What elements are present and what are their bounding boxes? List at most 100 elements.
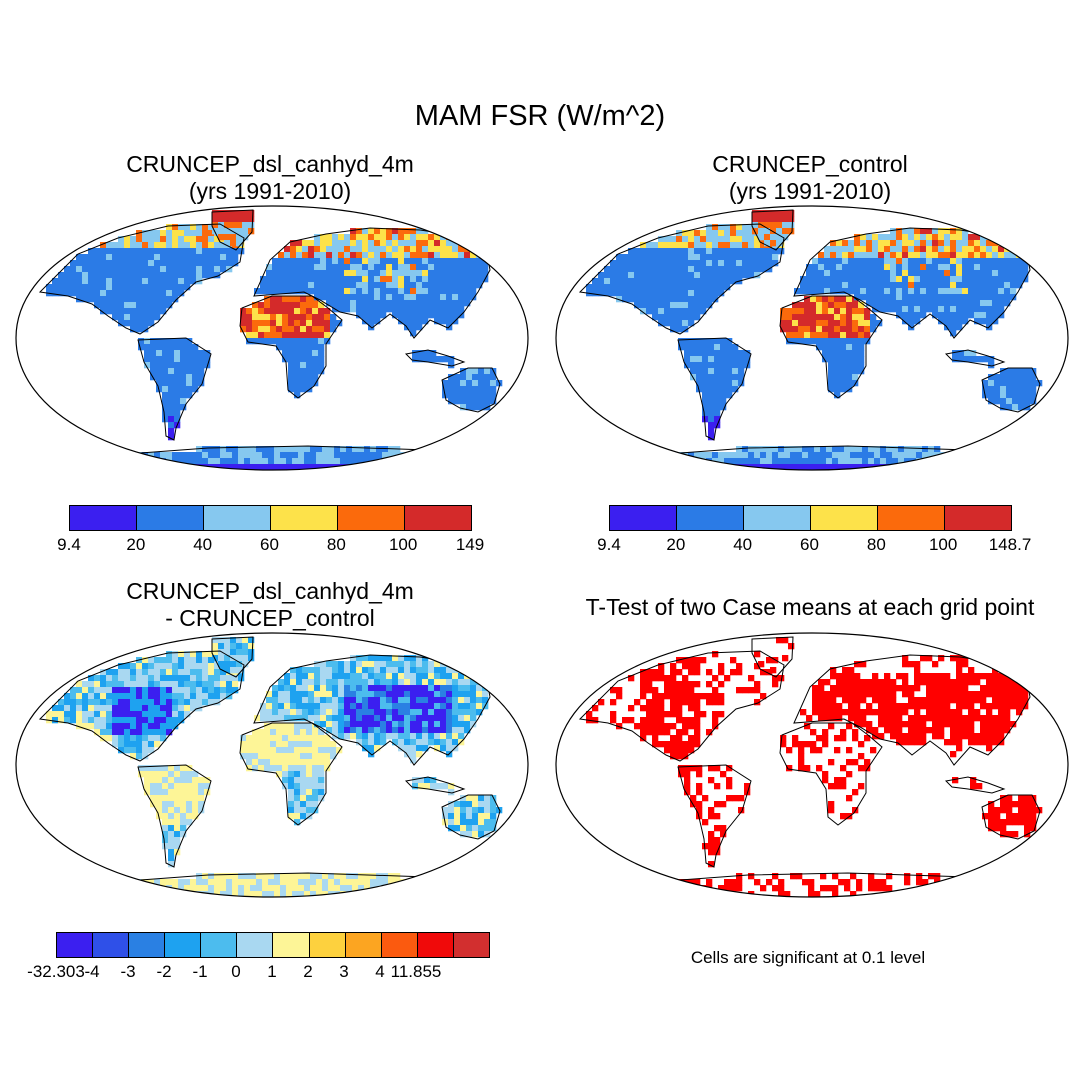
grid-cell [908,282,915,289]
grid-cell [1010,258,1017,265]
grid-cell [862,458,869,465]
grid-cell [160,296,167,303]
grid-cell [878,270,885,277]
grid-cell [944,318,951,325]
grid-cell [118,741,125,748]
grid-cell [1004,258,1011,265]
grid-cell [106,290,113,297]
grid-cell [392,721,399,728]
grid-cell [448,885,455,892]
grid-cell [448,452,455,459]
grid-cell [884,691,891,698]
grid-cell [296,673,303,680]
grid-cell [858,368,865,375]
grid-cell [458,709,465,716]
grid-cell [118,711,125,718]
grid-cell [822,771,829,778]
grid-cell [276,771,283,778]
grid-cell [718,452,725,459]
grid-cell [162,783,169,790]
grid-cell [368,661,375,668]
grid-cell [208,272,215,279]
grid-cell [730,224,737,231]
grid-cell [300,783,307,790]
grid-cell [392,246,399,253]
grid-cell [424,783,431,790]
grid-cell [380,312,387,319]
grid-cell [374,745,381,752]
grid-cell [112,699,119,706]
grid-cell [416,306,423,313]
grid-cell [892,452,899,459]
grid-cell [314,276,321,283]
grid-cell [306,338,313,345]
grid-cell [196,266,203,273]
grid-cell [980,697,987,704]
colorbar-swatch-1 [93,933,130,957]
grid-cell [770,216,777,223]
grid-cell [76,260,83,267]
grid-cell [400,458,407,465]
grid-cell [410,751,417,758]
grid-cell [688,669,695,676]
grid-cell [334,446,341,453]
grid-cell [986,252,993,259]
grid-cell [470,258,477,265]
grid-cell [208,224,215,231]
grid-cell [338,661,345,668]
grid-cell [718,669,725,676]
grid-cell [992,288,999,295]
grid-cell [822,350,829,357]
grid-cell [714,374,721,381]
grid-cell [866,679,873,686]
grid-cell [664,675,671,682]
grid-cell [490,374,497,381]
grid-cell [180,807,187,814]
grid-cell [950,288,957,295]
grid-cell [278,697,285,704]
grid-cell [950,697,957,704]
grid-cell [326,673,333,680]
grid-cell [374,288,381,295]
grid-cell [82,284,89,291]
grid-cell [926,276,933,283]
grid-cell [866,703,873,710]
grid-cell [208,266,215,273]
grid-cell [416,282,423,289]
grid-cell [174,386,181,393]
grid-cell [714,398,721,405]
grid-cell [622,272,629,279]
grid-cell [256,879,263,886]
grid-cell [840,765,847,772]
grid-cell [436,356,443,363]
grid-cell [872,673,879,680]
grid-cell [992,282,999,289]
grid-cell [294,795,301,802]
grid-cell [286,885,293,892]
grid-cell [872,691,879,698]
grid-cell [652,284,659,291]
grid-cell [250,879,257,886]
grid-cell [634,254,641,261]
grid-cell [964,458,971,465]
grid-cell [478,368,485,375]
grid-cell [162,807,169,814]
grid-cell [974,294,981,301]
grid-cell [380,270,387,277]
grid-cell [908,661,915,668]
grid-cell [244,879,251,886]
grid-cell [452,733,459,740]
grid-cell [340,452,347,459]
grid-cell [106,266,113,273]
grid-cell [294,356,301,363]
grid-cell [356,679,363,686]
grid-cell [992,294,999,301]
grid-cell [124,717,131,724]
grid-cell [702,404,709,411]
grid-cell [908,264,915,271]
grid-cell [250,885,257,892]
grid-cell [294,368,301,375]
grid-cell [682,290,689,297]
grid-cell [840,386,847,393]
grid-cell [324,308,331,315]
